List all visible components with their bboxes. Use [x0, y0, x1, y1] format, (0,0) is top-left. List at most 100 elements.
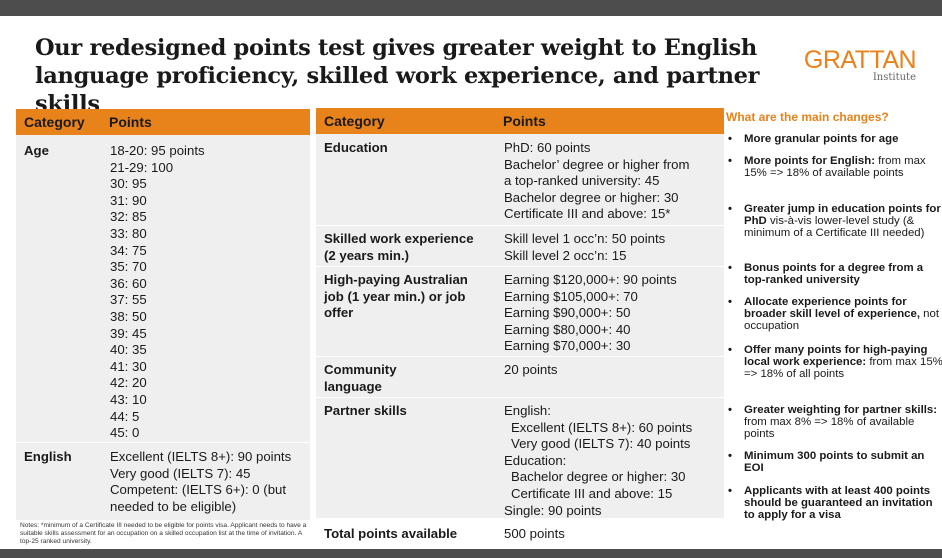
- bullet-icon: •: [728, 344, 732, 356]
- bullet-icon: •: [728, 404, 732, 416]
- partner-value: Certificate III and above: 15: [511, 485, 673, 501]
- category-line: Skilled work experience: [324, 231, 474, 246]
- community-language-category: Community language: [324, 362, 397, 395]
- english-value: needed to be eligible): [110, 498, 237, 514]
- age-value: 41: 30: [110, 358, 147, 374]
- mid-table-header: Category Points: [316, 108, 724, 134]
- bullet-icon: •: [728, 262, 732, 274]
- skilled-work-values: Skill level 1 occ’n: 50 points Skill lev…: [504, 231, 724, 264]
- table-notes: Notes: *minimum of a Certificate III nee…: [20, 522, 307, 545]
- page-title: Our redesigned points test gives greater…: [35, 35, 760, 117]
- category-line: High-paying Australian: [324, 272, 468, 287]
- age-value: 44: 5: [110, 408, 140, 424]
- change-bold: Bonus points for a degree from a top-ran…: [744, 262, 924, 286]
- partner-value: Very good (IELTS 7): 40 points: [511, 436, 691, 452]
- age-value: 31: 90: [110, 192, 147, 208]
- earning-value: Earning $80,000+: 40: [504, 321, 631, 337]
- skilled-work-value: Skill level 2 occ’n: 15: [504, 247, 627, 263]
- change-text: More granular points for age: [744, 133, 942, 146]
- earning-value: Earning $70,000+: 30: [504, 338, 631, 354]
- age-values: 18-20: 95 points 21-29: 100 30: 95 31: 9…: [110, 143, 306, 442]
- left-header-category: Category: [24, 114, 85, 130]
- change-text: Offer many points for high-paying local …: [744, 344, 942, 380]
- bullet-icon: •: [728, 133, 732, 145]
- age-value: 32: 85: [110, 209, 147, 225]
- age-value: 38: 50: [110, 308, 147, 324]
- logo-wordmark: GRATTAN: [803, 46, 917, 74]
- partner-skills-category: Partner skills: [324, 403, 407, 420]
- change-bold: More points for English:: [744, 155, 875, 167]
- change-text: Greater weighting for partner skills: fr…: [744, 404, 942, 440]
- english-category: English: [24, 449, 72, 464]
- mid-header-category: Category: [324, 113, 385, 129]
- education-values: PhD: 60 points Bachelor’ degree or highe…: [504, 140, 724, 223]
- change-text: Minimum 300 points to submit an EOI: [744, 450, 942, 475]
- left-header-points: Points: [109, 114, 152, 130]
- education-value: Bachelor’ degree or higher from: [504, 156, 690, 172]
- age-value: 36: 60: [110, 275, 147, 291]
- change-bold: Allocate experience points for broader s…: [744, 296, 921, 320]
- category-line: Partner skills: [324, 403, 407, 418]
- bullet-icon: •: [728, 203, 732, 215]
- total-row: [316, 518, 724, 549]
- age-value: 33: 80: [110, 225, 147, 241]
- age-value: 45: 0: [110, 425, 140, 441]
- change-text: Greater jump in education points for PhD…: [744, 203, 942, 239]
- partner-value: Excellent (IELTS 8+): 60 points: [511, 419, 693, 435]
- category-line: job (1 year min.) or job: [324, 288, 466, 304]
- bullet-icon: •: [728, 485, 732, 497]
- category-line: Total points available: [324, 526, 458, 541]
- change-bold: Applicants with at least 400 points shou…: [744, 485, 933, 521]
- skilled-work-value: Skill level 1 occ’n: 50 points: [504, 231, 666, 246]
- age-category: Age: [24, 143, 49, 158]
- mid-row-divider: [316, 225, 724, 226]
- community-language-value: 20 points: [504, 362, 558, 377]
- bullet-icon: •: [728, 450, 732, 462]
- age-value: 30: 95: [110, 176, 147, 192]
- mid-row-divider: [316, 266, 724, 267]
- skilled-work-category: Skilled work experience (2 years min.): [324, 231, 474, 264]
- change-text: More points for English: from max 15% =>…: [744, 155, 942, 180]
- left-table-header: Category Points: [16, 109, 310, 135]
- category-line: Education: [324, 140, 388, 155]
- category-line: offer: [324, 305, 354, 321]
- total-category: Total points available: [324, 526, 457, 543]
- partner-skills-values: English: Excellent (IELTS 8+): 60 points…: [504, 403, 724, 519]
- change-bold: Greater jump in education points for PhD: [744, 203, 941, 227]
- age-value: 42: 20: [110, 375, 147, 391]
- earning-value: Earning $120,000+: 90 points: [504, 272, 677, 287]
- category-line: language: [324, 378, 382, 394]
- grattan-logo: GRATTAN Institute: [800, 48, 920, 84]
- change-text: Bonus points for a degree from a top-ran…: [744, 262, 942, 287]
- age-value: 37: 55: [110, 292, 147, 308]
- english-value: Competent: (IELTS 6+): 0 (but: [110, 482, 287, 498]
- partner-value: Single: 90 points: [504, 502, 602, 518]
- age-value: 39: 45: [110, 325, 147, 341]
- bottom-bar: [0, 549, 942, 558]
- changes-title: What are the main changes?: [726, 110, 889, 124]
- high-paying-job-category: High-paying Australian job (1 year min.)…: [324, 272, 468, 322]
- change-bold: Greater weighting for partner skills:: [744, 404, 938, 416]
- bullet-icon: •: [728, 155, 732, 167]
- left-row-divider: [16, 442, 310, 443]
- age-value: 43: 10: [110, 391, 147, 407]
- age-value: 35: 70: [110, 259, 147, 275]
- main-changes-panel: What are the main changes? • More granul…: [726, 110, 942, 520]
- partner-value: Education:: [504, 452, 567, 468]
- change-bold: More granular points for age: [744, 133, 899, 145]
- change-rest: from max 8% => 18% of available points: [744, 415, 915, 440]
- top-bar: [0, 0, 942, 16]
- change-rest: vis-à-vis lower-level study (& minimum o…: [744, 214, 925, 239]
- english-values: Excellent (IELTS 8+): 90 points Very goo…: [110, 449, 310, 515]
- mid-row-divider: [316, 356, 724, 357]
- change-bold: Offer many points for high-paying local …: [744, 344, 928, 368]
- total-values: 500 points: [504, 526, 724, 543]
- change-rest: not occupation: [744, 307, 940, 332]
- change-rest: from max 15% => 18% of all points: [744, 355, 942, 380]
- category-line: (2 years min.): [324, 247, 410, 263]
- earning-value: Earning $90,000+: 50: [504, 305, 631, 321]
- category-line: Community: [324, 362, 397, 377]
- high-paying-job-values: Earning $120,000+: 90 points Earning $10…: [504, 272, 724, 355]
- change-bold: Minimum 300 points to submit an EOI: [744, 450, 925, 474]
- change-text: Applicants with at least 400 points shou…: [744, 485, 942, 521]
